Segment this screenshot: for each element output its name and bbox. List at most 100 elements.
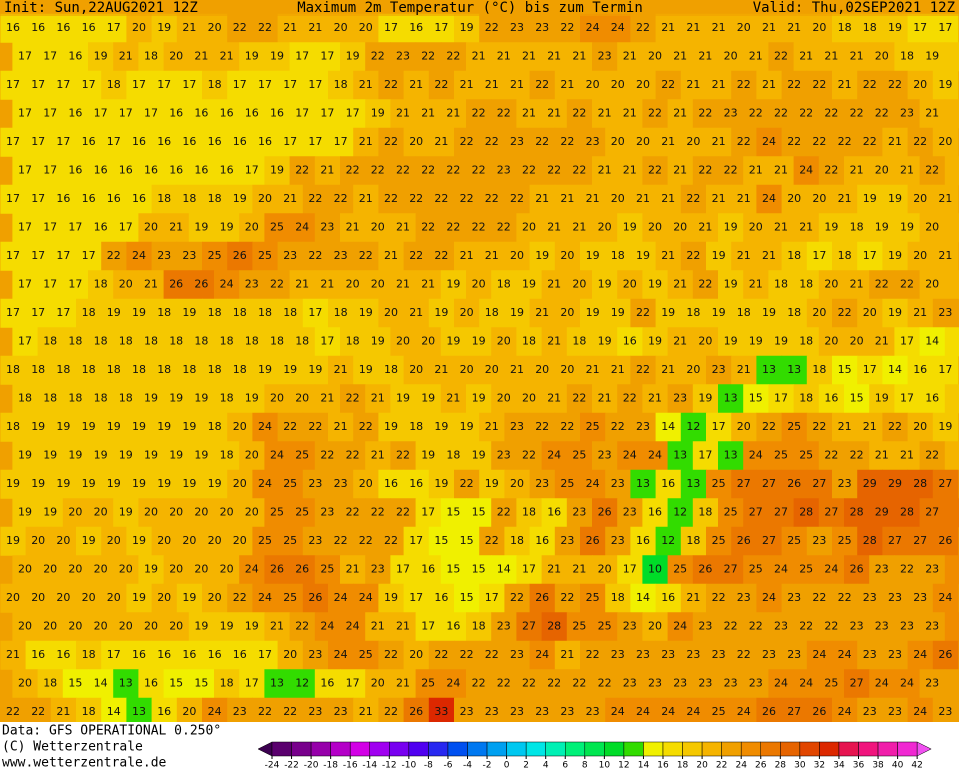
temperature-value: 17	[18, 221, 32, 234]
temperature-cell	[252, 469, 279, 499]
temperature-cell	[289, 384, 316, 414]
temperature-value: 19	[258, 363, 272, 376]
temperature-cell	[706, 241, 732, 271]
temperature-cell	[365, 213, 391, 243]
temperature-value: 21	[749, 164, 763, 177]
temperature-value: 21	[799, 50, 813, 63]
temperature-value: 15	[68, 677, 82, 690]
temperature-value: 19	[522, 278, 536, 291]
temperature-value: 22	[686, 192, 700, 205]
temperature-cell	[227, 241, 253, 271]
temperature-value: 19	[875, 392, 889, 405]
temperature-value: 21	[762, 21, 776, 34]
temperature-cell	[919, 156, 946, 186]
temperature-cell	[504, 412, 531, 442]
temperature-cell	[566, 156, 593, 186]
temperature-value: 13	[132, 705, 146, 718]
temperature-value: 24	[799, 677, 813, 690]
temperature-cell	[113, 612, 139, 642]
temperature-value: 20	[636, 78, 650, 91]
temperature-cell	[479, 241, 505, 271]
temperature-cell	[138, 99, 165, 129]
temperature-cell	[504, 526, 531, 556]
temperature-cell	[289, 498, 316, 528]
temperature-value: 20	[938, 135, 952, 148]
temperature-cell	[12, 555, 39, 585]
temperature-cell	[857, 697, 883, 727]
temperature-cell	[12, 42, 39, 72]
temperature-value: 21	[900, 449, 914, 462]
temperature-cell	[440, 669, 467, 699]
colorbar-segment	[584, 741, 605, 757]
temperature-value: 22	[359, 249, 373, 262]
temperature-cell	[252, 70, 279, 100]
temperature-value: 22	[384, 534, 398, 547]
temperature-cell	[88, 327, 114, 357]
temperature-cell	[12, 99, 39, 129]
temperature-value: 19	[119, 449, 133, 462]
temperature-cell	[605, 241, 631, 271]
temperature-cell	[0, 13, 27, 43]
temperature-value: 23	[510, 648, 524, 661]
colorbar-segment	[858, 741, 879, 757]
temperature-cell	[907, 13, 934, 43]
temperature-cell	[101, 640, 127, 670]
temperature-value: 19	[446, 278, 460, 291]
temperature-cell	[113, 669, 139, 699]
temperature-cell	[504, 13, 531, 43]
temperature-value: 21	[838, 420, 852, 433]
temperature-value: 18	[799, 335, 813, 348]
temperature-cell	[554, 697, 581, 727]
temperature-cell	[731, 127, 757, 157]
temperature-value: 20	[144, 506, 158, 519]
temperature-value: 22	[409, 192, 423, 205]
temperature-value: 16	[169, 107, 183, 120]
temperature-value: 21	[636, 192, 650, 205]
temperature-cell	[642, 669, 669, 699]
temperature-value: 18	[233, 306, 247, 319]
temperature-value: 25	[799, 449, 813, 462]
temperature-value: 17	[68, 221, 82, 234]
temperature-cell	[277, 355, 304, 385]
temperature-cell	[227, 355, 253, 385]
temperature-value: 26	[169, 278, 183, 291]
temperature-cell	[793, 384, 820, 414]
temperature-value: 22	[396, 164, 410, 177]
temperature-cell	[882, 241, 909, 271]
temperature-value: 16	[434, 591, 448, 604]
temperature-value: 20	[43, 563, 57, 576]
temperature-cell	[340, 327, 366, 357]
temperature-cell	[0, 127, 27, 157]
temperature-value: 16	[636, 534, 650, 547]
temperature-value: 16	[182, 135, 196, 148]
temperature-value: 23	[686, 648, 700, 661]
temperature-value: 18	[698, 506, 712, 519]
temperature-cell	[529, 469, 556, 499]
temperature-cell	[264, 327, 291, 357]
temperature-cell	[176, 469, 203, 499]
temperature-value: 20	[812, 306, 826, 319]
temperature-cell	[252, 697, 279, 727]
temperature-cell	[580, 640, 606, 670]
temperature-cell	[227, 583, 253, 613]
temperature-value: 20	[875, 164, 889, 177]
temperature-value: 23	[762, 648, 776, 661]
temperature-value: 18	[283, 306, 297, 319]
temperature-cell	[580, 697, 606, 727]
temperature-value: 21	[522, 50, 536, 63]
temperature-value: 21	[182, 21, 196, 34]
temperature-cell	[718, 270, 744, 300]
temperature-value: 18	[18, 392, 32, 405]
temperature-cell	[0, 184, 27, 214]
temperature-value: 29	[888, 477, 902, 490]
temperature-cell	[617, 498, 643, 528]
temperature-value: 24	[686, 705, 700, 718]
temperature-value: 20	[94, 563, 108, 576]
temperature-cell	[138, 270, 165, 300]
temperature-value: 22	[522, 449, 536, 462]
colorbar-label: 22	[716, 761, 727, 770]
temperature-cell	[25, 583, 52, 613]
temperature-value: 18	[208, 306, 222, 319]
temperature-cell	[328, 469, 354, 499]
temperature-cell	[113, 42, 139, 72]
